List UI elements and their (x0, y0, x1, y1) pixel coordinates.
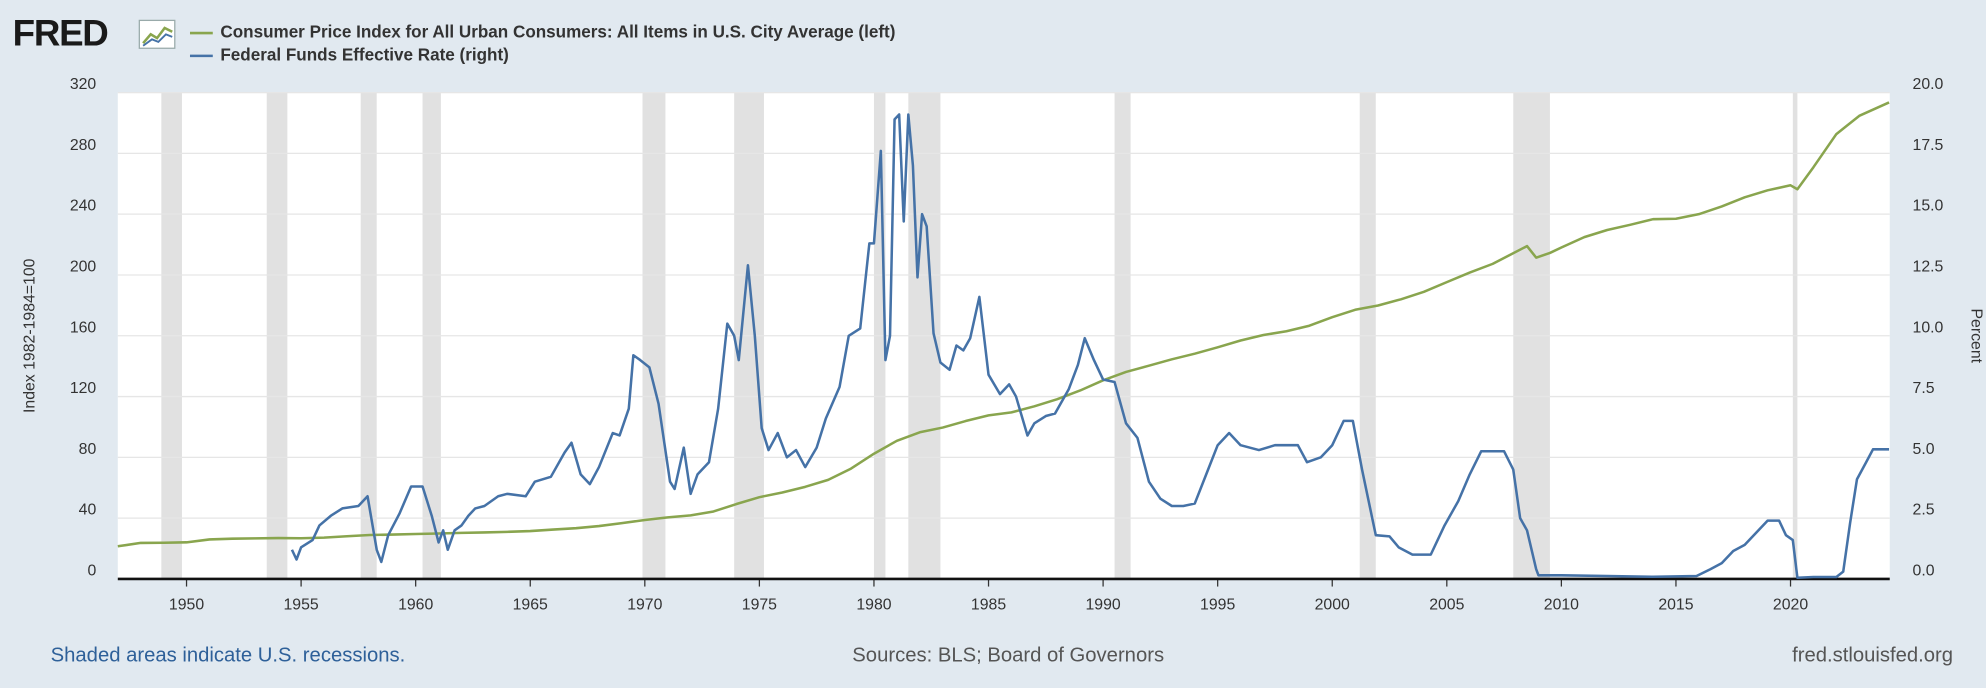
x-tick-label: 2020 (1773, 597, 1808, 614)
y2-tick-label: 10.0 (1913, 319, 1944, 336)
x-tick-label: 1970 (627, 597, 662, 614)
y-tick-label: 160 (70, 319, 97, 336)
y-tick-label: 280 (70, 137, 97, 154)
x-tick-label: 1985 (971, 597, 1006, 614)
x-tick-label: 2000 (1315, 597, 1350, 614)
x-tick-label: 1995 (1200, 597, 1235, 614)
legend-label: Consumer Price Index for All Urban Consu… (220, 23, 895, 42)
y-tick-label: 240 (70, 198, 97, 215)
data-line (117, 101, 1890, 548)
y2-tick-label: 12.5 (1913, 259, 1944, 276)
y-tick-label: 120 (70, 380, 97, 397)
y-tick-label: 40 (79, 502, 97, 519)
x-tick-label: 1960 (398, 597, 433, 614)
y2-tick-label: 0.0 (1913, 563, 1935, 580)
x-tick-label: 2005 (1429, 597, 1464, 614)
y-tick-label: 200 (70, 259, 97, 276)
y2-tick-label: 5.0 (1913, 441, 1935, 458)
site: fred.stlouisfed.org (1792, 645, 1953, 667)
y2-tick-label: 2.5 (1913, 502, 1935, 519)
recession-note: Shaded areas indicate U.S. recessions. (51, 645, 406, 667)
x-tick-label: 1990 (1085, 597, 1120, 614)
x-tick-label: 2015 (1658, 597, 1693, 614)
x-tick-label: 1980 (856, 597, 891, 614)
y2-tick-label: 17.5 (1913, 137, 1944, 154)
logo-icon (138, 19, 176, 49)
y-tick-label: 320 (70, 76, 97, 93)
logo: FRED (13, 12, 108, 53)
x-tick-label: 1950 (169, 597, 204, 614)
y-tick-label: 80 (79, 441, 97, 458)
sources: Sources: BLS; Board of Governors (852, 645, 1164, 667)
y-tick-label: 0 (87, 563, 96, 580)
y2-tick-label: 20.0 (1913, 76, 1944, 93)
x-tick-label: 2010 (1544, 597, 1579, 614)
y2-axis-label: Percent (1968, 308, 1985, 363)
data-line (290, 113, 1890, 580)
y2-tick-label: 7.5 (1913, 380, 1935, 397)
x-tick-label: 1975 (742, 597, 777, 614)
x-tick-label: 1965 (513, 597, 548, 614)
y-axis-label: Index 1982-1984=100 (22, 258, 39, 413)
legend-label: Federal Funds Effective Rate (right) (220, 45, 508, 64)
x-tick-label: 1955 (283, 597, 318, 614)
y2-tick-label: 15.0 (1913, 198, 1944, 215)
